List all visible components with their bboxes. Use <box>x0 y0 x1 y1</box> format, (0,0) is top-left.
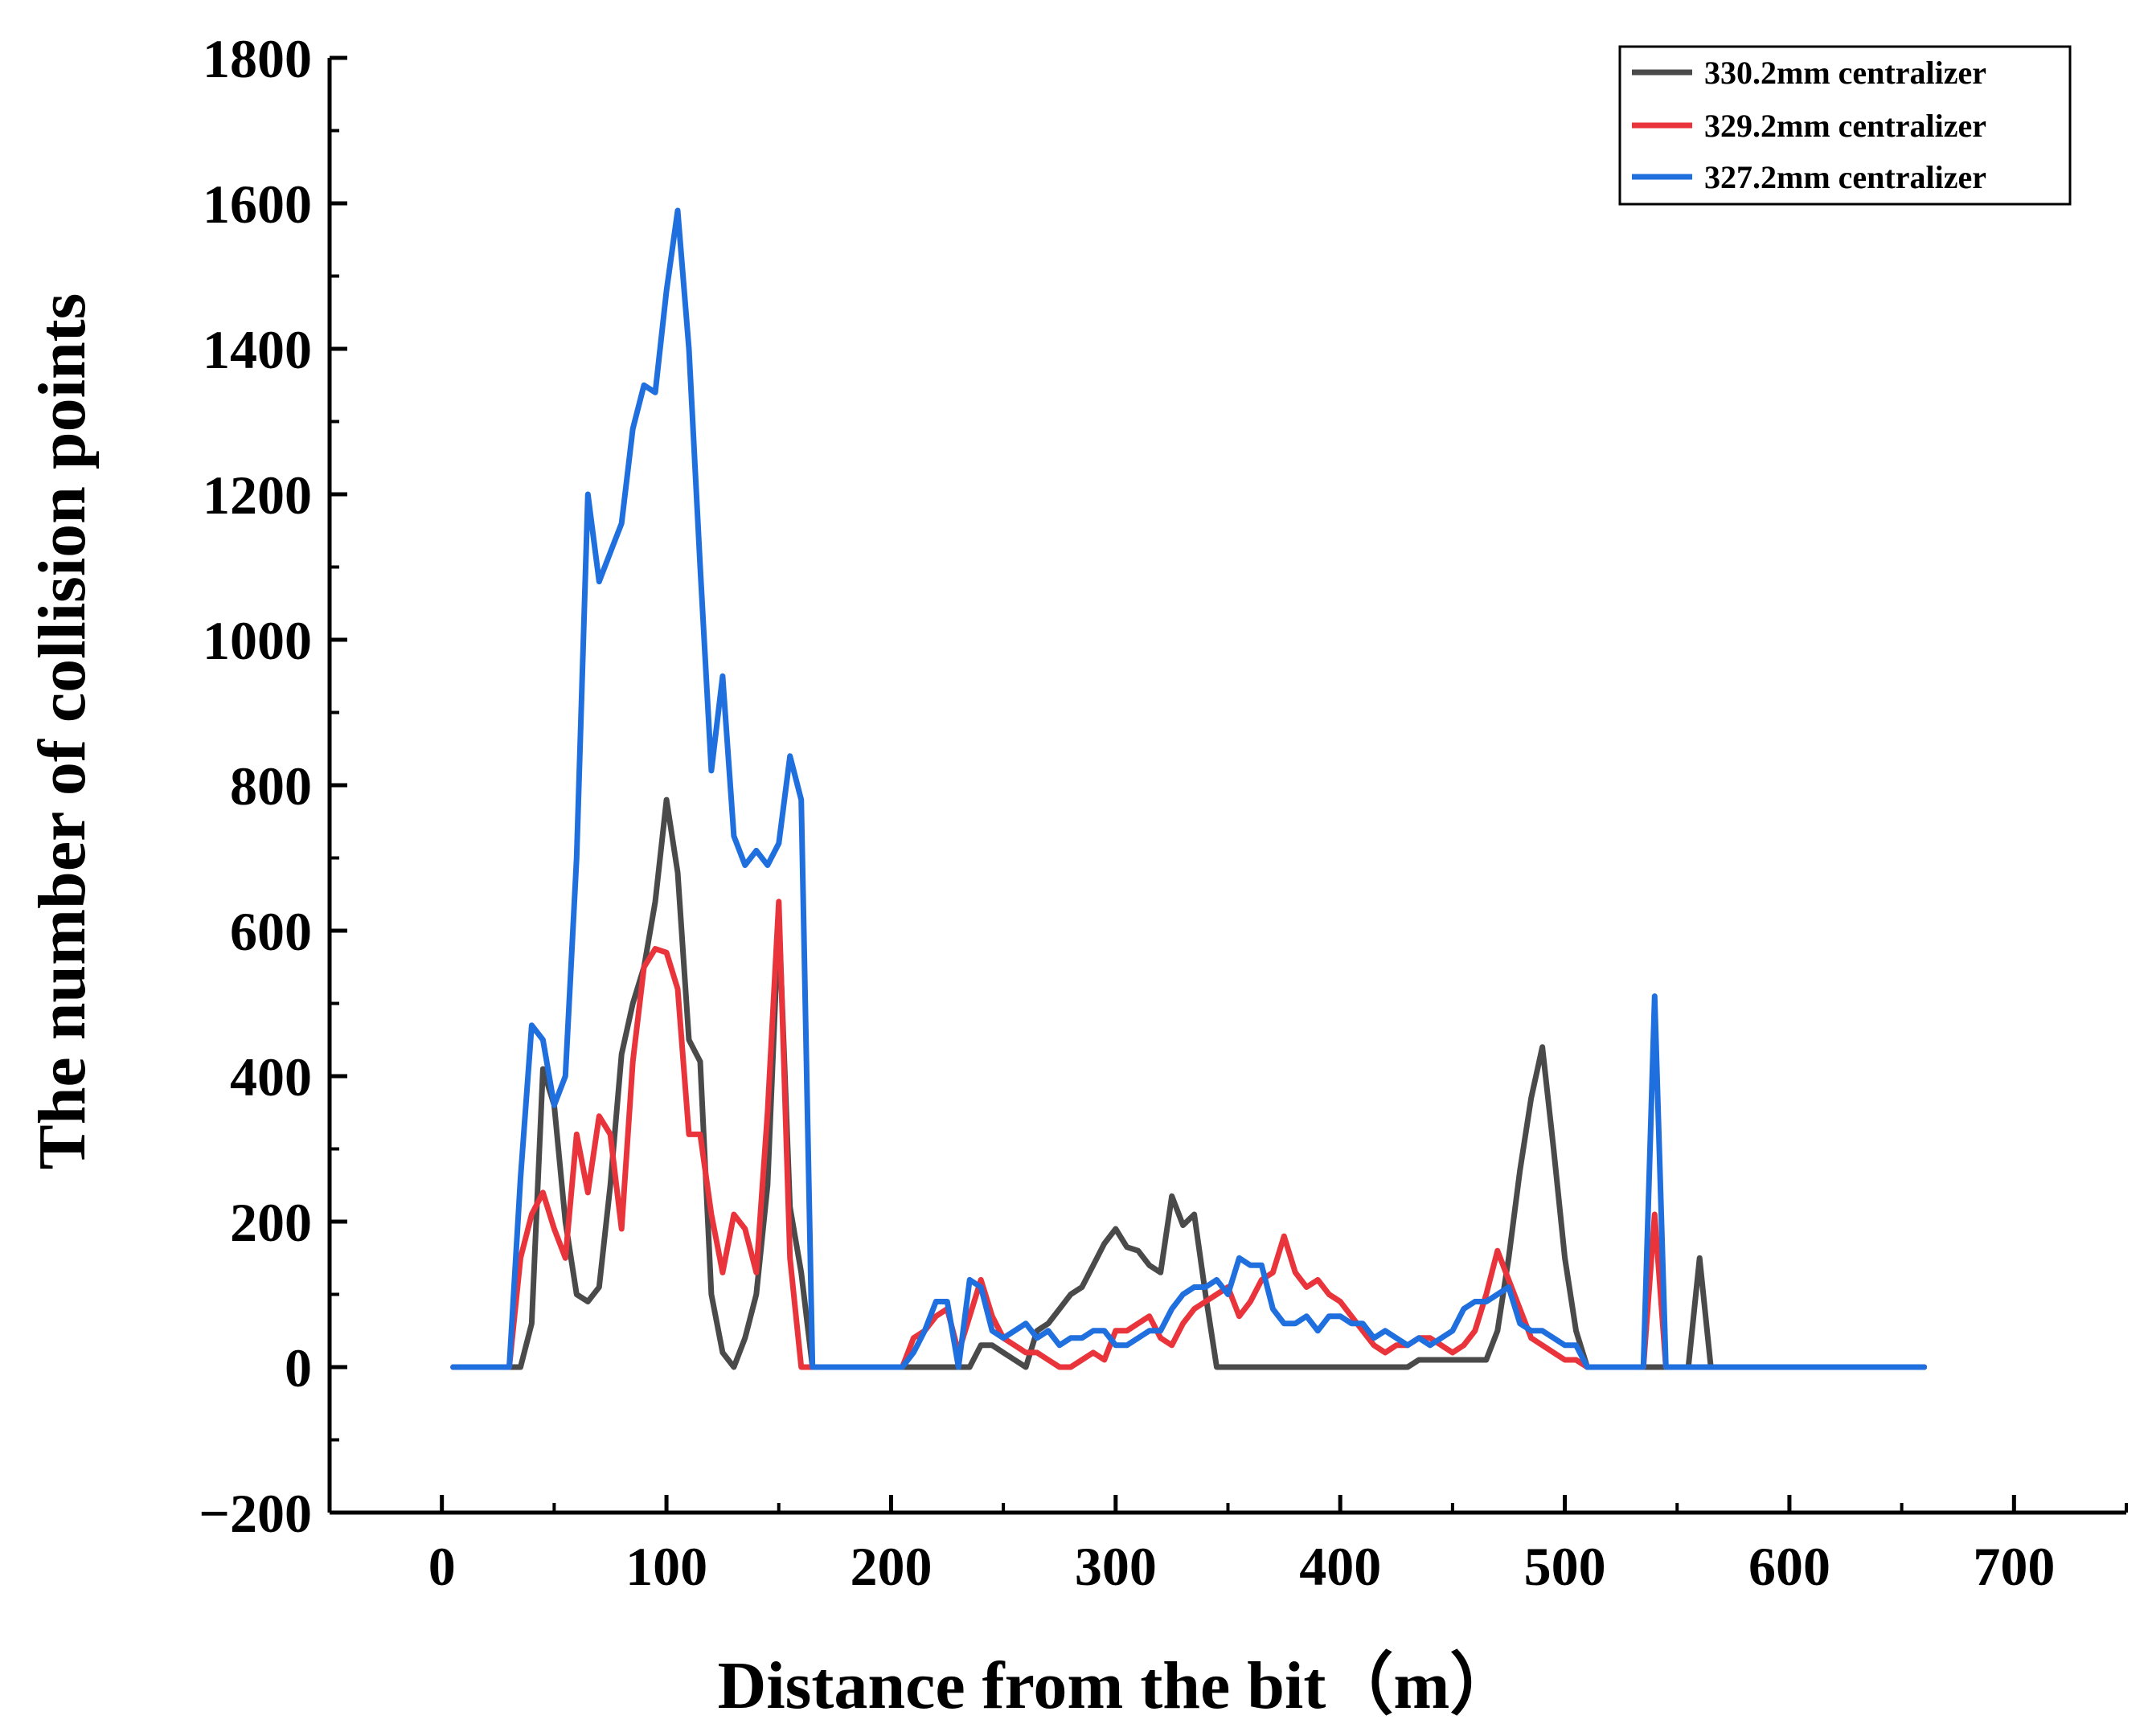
x-tick-label: 200 <box>850 1536 932 1597</box>
y-tick-label: 0 <box>285 1337 312 1398</box>
series-line-330-2 <box>450 796 1928 1370</box>
y-tick-label: 1800 <box>203 28 312 89</box>
legend-label-330: 330.2mm centralizer <box>1704 55 1986 91</box>
x-tick-label: 600 <box>1748 1536 1830 1597</box>
x-tick-label: 0 <box>428 1536 456 1597</box>
legend-label-329: 329.2mm centralizer <box>1704 108 1986 144</box>
x-tick-label: 400 <box>1299 1536 1381 1597</box>
legend-box <box>1618 45 2072 206</box>
y-tick-label: 600 <box>230 901 312 962</box>
legend-label-327: 327.2mm centralizer <box>1704 159 1986 195</box>
x-tick-label: 300 <box>1075 1536 1157 1597</box>
x-axis-title: Distance from the bit（m） <box>718 1648 1518 1723</box>
series-line-327-2 <box>450 207 1928 1370</box>
y-tick-label: 200 <box>230 1192 312 1253</box>
y-tick-label: 1200 <box>203 465 312 526</box>
y-tick-label: −200 <box>199 1483 312 1544</box>
x-tick-label: 500 <box>1524 1536 1606 1597</box>
x-tick-label: 100 <box>625 1536 707 1597</box>
y-tick-label: 1000 <box>203 610 312 671</box>
y-axis-title: The number of collision points <box>25 293 100 1170</box>
y-tick-label: 1600 <box>203 174 312 235</box>
series-layer <box>450 207 1928 1370</box>
y-tick-label: 400 <box>230 1046 312 1108</box>
axes: −200 0 200 400 600 800 1000 1200 1400 1600 1800 0 10… <box>199 28 2128 1597</box>
y-tick-label: 1400 <box>203 319 312 380</box>
y-tick-label: 800 <box>230 755 312 817</box>
x-tick-label: 700 <box>1973 1536 2055 1597</box>
legend: 330.2mm centralizer 329.2mm centralizer … <box>1618 45 2072 206</box>
